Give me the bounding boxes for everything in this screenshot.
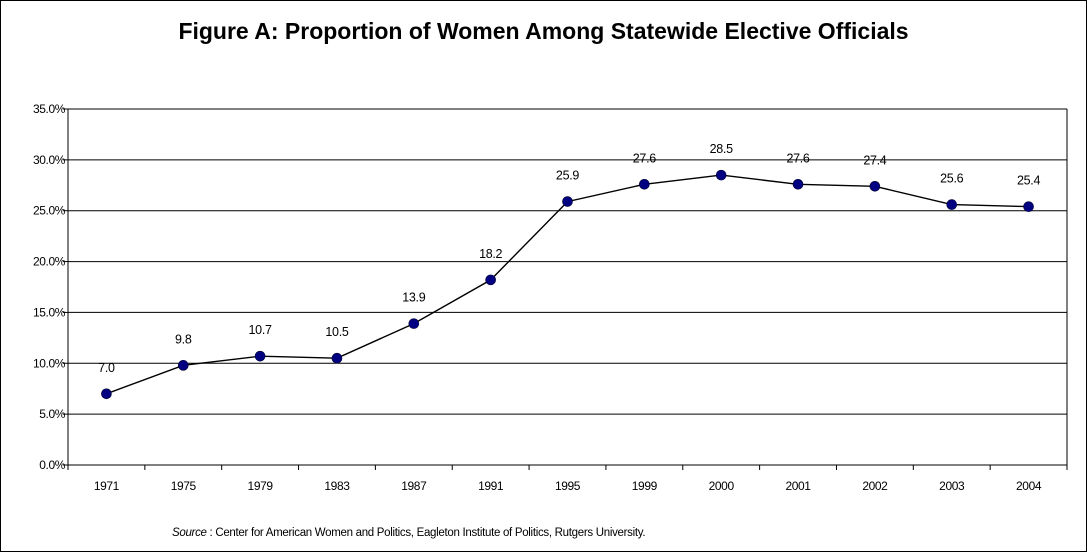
data-labels: 7.0 9.8 10.7 10.5 13.9 18.2 25.9 27.6 28.5 27.6 27… [98, 142, 1041, 375]
x-tick-label: 2000 [709, 479, 735, 493]
data-point [562, 196, 573, 207]
y-tick-label: 10.0% [33, 356, 66, 370]
x-tick-label: 1995 [555, 479, 581, 493]
data-point [485, 274, 496, 286]
x-tick-label: 1975 [171, 479, 197, 493]
x-tick-label: 1983 [324, 479, 350, 493]
x-tick-label: 1987 [401, 479, 427, 493]
data-points [101, 169, 1034, 400]
data-label: 25.4 [1017, 174, 1040, 188]
x-tick-label: 2001 [785, 479, 811, 493]
x-tick-label: 2002 [862, 479, 888, 493]
series-line [106, 174, 1029, 395]
data-point [408, 318, 420, 329]
y-tick-label: 25.0% [33, 204, 66, 218]
x-tick-label: 2004 [1016, 479, 1042, 493]
y-tick-label: 5.0% [39, 407, 65, 421]
gridlines [68, 108, 1067, 466]
data-label: 27.6 [633, 151, 656, 165]
data-point [101, 388, 112, 400]
y-tick-label: 15.0% [33, 305, 66, 319]
x-tick-label: 2003 [939, 479, 965, 493]
x-tick-label: 1971 [94, 479, 120, 493]
data-label: 25.9 [556, 169, 579, 183]
data-point [869, 181, 881, 192]
data-point [177, 360, 189, 371]
x-tick-label: 1999 [632, 479, 658, 493]
data-label: 10.7 [249, 323, 272, 337]
data-label: 13.9 [402, 291, 425, 305]
y-tick-label: 20.0% [33, 255, 66, 269]
series-line-layer [106, 174, 1029, 395]
data-label: 27.4 [863, 153, 886, 167]
source-label: Source [172, 527, 207, 539]
y-tick-label: 35.0% [33, 102, 66, 116]
data-label: 7.0 [98, 361, 115, 375]
chart-title: Figure A: Proportion of Women Among Stat… [178, 18, 909, 44]
data-label: 27.6 [786, 151, 809, 165]
data-point [792, 178, 804, 190]
x-tick-label: 1991 [478, 479, 504, 493]
data-label: 9.8 [175, 332, 192, 346]
data-point [639, 178, 650, 190]
data-point [946, 199, 958, 210]
data-label: 28.5 [710, 142, 733, 156]
axes: 0.0% 5.0% 10.0% 15.0% 20.0% 25.0% 30.0% 35.0% 19… [33, 102, 1068, 493]
data-label: 18.2 [479, 247, 502, 261]
y-tick-label: 30.0% [33, 153, 66, 167]
data-point [1023, 201, 1034, 212]
data-label: 25.6 [940, 172, 963, 186]
y-tick-label: 0.0% [39, 458, 65, 472]
data-point [715, 169, 727, 181]
source-text: : Center for American Women and Politics… [206, 527, 646, 539]
data-point [331, 352, 343, 364]
x-tick-label: 1979 [248, 479, 274, 493]
source-note: Source : Center for American Women and P… [172, 527, 646, 539]
data-point [254, 350, 266, 362]
data-label: 10.5 [325, 325, 348, 339]
